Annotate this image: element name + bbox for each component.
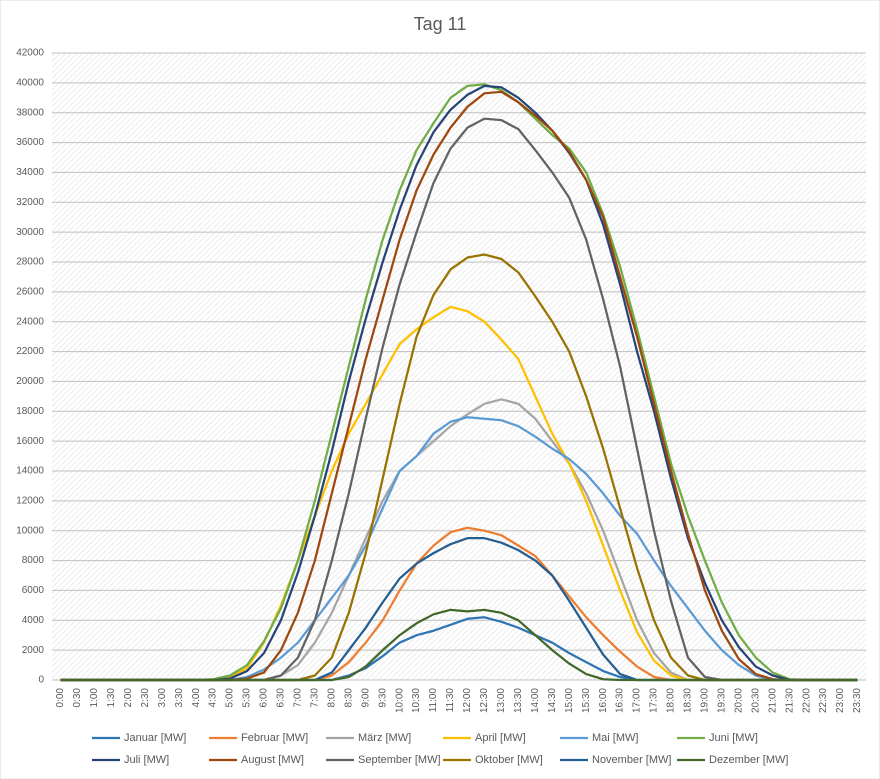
y-tick-label: 12000: [16, 495, 44, 506]
x-tick-label: 7:00: [293, 688, 304, 708]
y-tick-label: 42000: [16, 48, 44, 59]
x-tick-label: 13:00: [496, 688, 507, 713]
x-tick-label: 4:30: [208, 688, 219, 708]
y-tick-label: 0: [38, 675, 44, 686]
x-tick-label: 19:00: [700, 688, 711, 713]
x-tick-label: 16:00: [598, 688, 609, 713]
x-tick-label: 9:00: [360, 688, 371, 708]
x-tick-label: 10:30: [411, 688, 422, 713]
x-tick-label: 20:30: [750, 688, 761, 713]
x-tick-label: 1:00: [89, 688, 100, 708]
x-tick-label: 16:30: [615, 688, 626, 713]
x-tick-label: 4:00: [191, 688, 202, 708]
x-tick-label: 23:30: [852, 688, 863, 713]
x-tick-label: 9:30: [377, 688, 388, 708]
y-tick-label: 28000: [16, 257, 44, 268]
series-line: [60, 608, 858, 682]
x-tick-label: 22:00: [801, 688, 812, 713]
x-tick-label: 19:30: [716, 688, 727, 713]
y-tick-label: 24000: [16, 316, 44, 327]
y-tick-label: 38000: [16, 107, 44, 118]
plot-area: [52, 53, 866, 680]
x-tick-label: 0:30: [72, 688, 83, 708]
legend-label: März [MW]: [358, 732, 411, 744]
legend-label: Mai [MW]: [592, 732, 638, 744]
x-tick-label: 15:00: [564, 688, 575, 713]
legend-label: Februar [MW]: [241, 732, 308, 744]
x-tick-label: 3:00: [157, 688, 168, 708]
legend-label: Juni [MW]: [709, 732, 758, 744]
legend-label: Oktober [MW]: [475, 754, 543, 766]
x-tick-label: 8:30: [343, 688, 354, 708]
x-tick-label: 3:30: [174, 688, 185, 708]
y-tick-label: 14000: [16, 466, 44, 477]
x-tick-label: 12:00: [462, 688, 473, 713]
y-tick-label: 20000: [16, 376, 44, 387]
x-tick-label: 2:00: [123, 688, 134, 708]
y-tick-label: 10000: [16, 525, 44, 536]
y-tick-label: 30000: [16, 227, 44, 238]
x-tick-label: 21:30: [784, 688, 795, 713]
x-tick-label: 20:00: [733, 688, 744, 713]
legend-label: Dezember [MW]: [709, 754, 788, 766]
x-tick-label: 17:30: [649, 688, 660, 713]
y-tick-label: 6000: [22, 585, 45, 596]
x-tick-label: 13:30: [513, 688, 524, 713]
x-tick-label: 23:00: [835, 688, 846, 713]
x-tick-label: 17:00: [632, 688, 643, 713]
y-tick-label: 40000: [16, 77, 44, 88]
x-tick-label: 5:00: [225, 688, 236, 708]
legend-label: Juli [MW]: [124, 754, 169, 766]
y-tick-label: 22000: [16, 346, 44, 357]
x-tick-label: 21:00: [767, 688, 778, 713]
y-tick-label: 4000: [22, 615, 45, 626]
x-tick-label: 22:30: [818, 688, 829, 713]
x-tick-label: 11:00: [428, 688, 439, 713]
x-tick-label: 1:30: [106, 688, 117, 708]
y-tick-label: 2000: [22, 645, 45, 656]
x-tick-label: 10:00: [394, 688, 405, 713]
y-tick-label: 16000: [16, 436, 44, 447]
x-tick-label: 2:30: [140, 688, 151, 708]
x-tick-label: 12:30: [479, 688, 490, 713]
x-tick-label: 8:00: [326, 688, 337, 708]
y-tick-label: 32000: [16, 197, 44, 208]
x-tick-label: 14:30: [547, 688, 558, 713]
legend-label: November [MW]: [592, 754, 671, 766]
x-tick-label: 18:00: [666, 688, 677, 713]
x-tick-label: 15:30: [581, 688, 592, 713]
y-tick-label: 8000: [22, 555, 45, 566]
y-tick-label: 36000: [16, 137, 44, 148]
x-tick-label: 7:30: [309, 688, 320, 708]
y-tick-label: 18000: [16, 406, 44, 417]
chart-title: Tag 11: [414, 14, 467, 34]
legend-label: September [MW]: [358, 754, 441, 766]
x-tick-label: 0:00: [55, 688, 66, 708]
x-tick-label: 6:00: [259, 688, 270, 708]
x-tick-label: 5:30: [242, 688, 253, 708]
legend-label: April [MW]: [475, 732, 526, 744]
x-tick-label: 6:30: [276, 688, 287, 708]
x-tick-label: 11:30: [445, 688, 456, 713]
y-tick-label: 34000: [16, 167, 44, 178]
legend-label: August [MW]: [241, 754, 304, 766]
y-tick-label: 26000: [16, 286, 44, 297]
legend-label: Januar [MW]: [124, 732, 186, 744]
x-tick-label: 18:30: [683, 688, 694, 713]
x-tick-label: 14:00: [530, 688, 541, 713]
